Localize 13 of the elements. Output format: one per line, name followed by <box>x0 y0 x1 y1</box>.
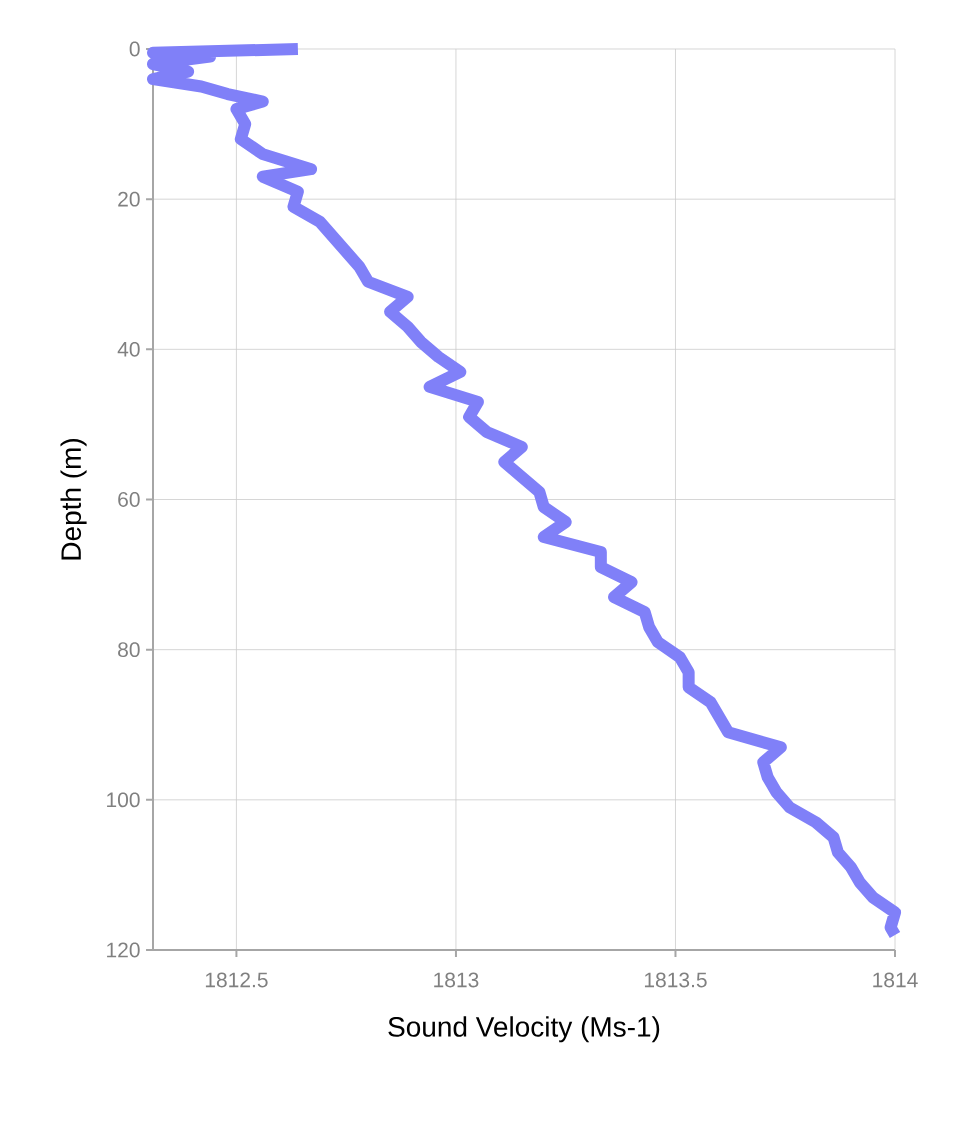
y-tick-label: 100 <box>107 792 140 808</box>
y-tick-label: 120 <box>107 942 140 958</box>
y-tick-label: 80 <box>118 642 140 658</box>
y-tick-label: 60 <box>118 492 140 507</box>
y-tick-label: 20 <box>118 191 140 207</box>
x-tick-label: 1812.5 <box>205 972 268 988</box>
y-tick-label: 40 <box>117 341 140 357</box>
y-axis-title: Depth (m) <box>60 439 87 560</box>
x-tick-label: 1813.5 <box>644 972 707 988</box>
x-axis-title: Sound Velocity (Ms-1) <box>388 1016 660 1043</box>
x-tick-label: 1813 <box>434 972 479 988</box>
x-tick-label: 1814 <box>873 972 918 988</box>
y-tick-label: 0 <box>129 41 140 57</box>
